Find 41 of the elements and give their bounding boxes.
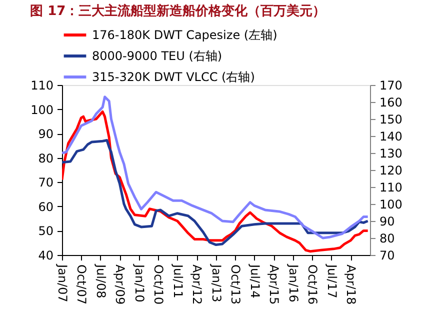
legend-label: 315-320K DWT VLCC (右轴) <box>92 70 255 84</box>
x-tick-label: Jan/10 <box>132 264 147 302</box>
y2-tick-label: 140 <box>380 130 402 144</box>
y2-tick-label: 90 <box>380 214 395 228</box>
y2-tick-label: 110 <box>380 180 402 194</box>
y-tick-label: 40 <box>38 248 54 262</box>
legend-label: 8000-9000 TEU (右轴) <box>92 49 222 63</box>
x-tick-label: Jul/08 <box>94 264 108 298</box>
y-tick-label: 80 <box>38 151 54 166</box>
x-tick-label: Jul/17 <box>324 264 339 298</box>
x-tick-label: Jan/07 <box>56 264 70 302</box>
x-tick-label: Jan/16 <box>286 264 300 302</box>
y2-tick-label: 70 <box>380 248 395 262</box>
x-tick-label: Apr/18 <box>344 264 358 305</box>
legend-label: 176-180K DWT Capesize (左轴) <box>92 28 278 42</box>
y2-tick-label: 170 <box>380 78 402 92</box>
y2-tick-label: 150 <box>380 112 402 126</box>
x-tick-label: Jul/11 <box>170 264 185 298</box>
y-tick-label: 100 <box>30 102 54 117</box>
x-tick-label: Jan/13 <box>210 264 224 302</box>
line-series <box>62 96 370 240</box>
chart-title: 图 17：三大主流船型新造船价格变化（百万美元） <box>30 3 326 19</box>
y-tick-label: 60 <box>38 200 54 214</box>
y2-tick-label: 160 <box>380 96 402 110</box>
y2-tick-label: 80 <box>380 232 395 246</box>
y2-tick-label: 120 <box>380 164 402 178</box>
x-tick-label: Jul/14 <box>248 264 262 298</box>
y2-tick-label: 100 <box>380 198 402 212</box>
line-series <box>62 139 370 246</box>
x-tick-label: Oct/10 <box>152 264 166 305</box>
x-tick-label: Oct/16 <box>306 264 320 305</box>
y-tick-label: 50 <box>38 224 54 238</box>
x-tick-label: Apr/09 <box>113 264 128 305</box>
x-tick-label: Oct/13 <box>228 264 243 305</box>
x-tick-label: Oct/07 <box>74 264 89 305</box>
y2-tick-label: 130 <box>380 146 402 160</box>
y-tick-label: 110 <box>30 78 54 92</box>
x-tick-label: Apr/15 <box>267 264 282 305</box>
y-tick-label: 90 <box>38 127 54 142</box>
x-tick-label: Apr/12 <box>190 264 204 305</box>
y-tick-label: 70 <box>38 176 54 190</box>
